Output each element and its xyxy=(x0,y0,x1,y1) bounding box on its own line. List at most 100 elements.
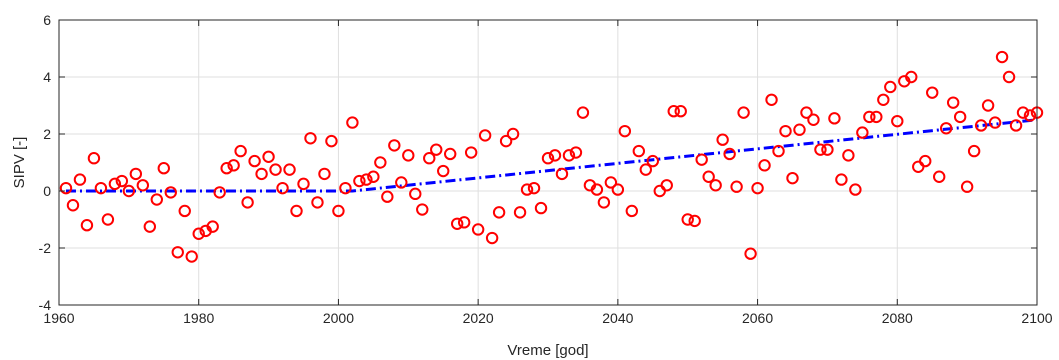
data-point xyxy=(185,250,198,263)
data-point xyxy=(611,183,625,196)
data-point xyxy=(87,152,101,165)
data-point xyxy=(276,181,289,195)
x-tick-label: 1960 xyxy=(43,310,74,326)
data-point xyxy=(988,116,1002,129)
data-point xyxy=(492,206,506,219)
data-point xyxy=(793,123,806,136)
data-point xyxy=(157,162,170,175)
data-point xyxy=(255,167,268,181)
data-point xyxy=(220,162,233,175)
data-point xyxy=(548,149,562,162)
data-point xyxy=(423,152,436,165)
data-point xyxy=(569,146,583,159)
data-point xyxy=(646,154,659,168)
data-point xyxy=(318,167,331,181)
data-point xyxy=(471,223,485,236)
data-point xyxy=(136,179,150,192)
data-point xyxy=(939,122,953,135)
data-point xyxy=(66,199,80,212)
data-point xyxy=(527,181,541,195)
data-point xyxy=(828,112,841,125)
data-point xyxy=(178,204,191,218)
data-point xyxy=(856,126,869,139)
data-point xyxy=(751,181,764,195)
y-tick-label: 2 xyxy=(43,126,51,142)
data-point xyxy=(576,106,590,119)
x-tick-label: 2060 xyxy=(742,310,773,326)
data-point xyxy=(632,144,646,158)
data-point xyxy=(395,176,408,189)
data-point xyxy=(863,110,876,124)
x-tick-label: 2020 xyxy=(463,310,494,326)
data-point xyxy=(960,180,974,193)
data-point xyxy=(437,164,450,178)
data-point xyxy=(1002,70,1016,84)
data-point xyxy=(129,167,143,181)
data-point xyxy=(506,127,520,141)
data-point xyxy=(416,203,429,216)
data-point xyxy=(891,114,904,128)
data-point xyxy=(1009,119,1023,132)
y-tick-label: 6 xyxy=(43,12,51,28)
data-point xyxy=(520,183,534,196)
data-point xyxy=(339,181,352,195)
data-point xyxy=(562,149,576,162)
data-point xyxy=(450,217,464,230)
data-point xyxy=(388,139,401,152)
data-point xyxy=(513,206,527,219)
data-point xyxy=(695,153,708,166)
data-point xyxy=(227,159,240,172)
data-point xyxy=(737,106,750,119)
data-point xyxy=(667,105,680,118)
data-point xyxy=(108,177,122,191)
data-point xyxy=(555,167,569,181)
data-point xyxy=(325,134,338,148)
data-point xyxy=(430,143,443,156)
data-point xyxy=(814,143,827,156)
data-point xyxy=(262,150,275,164)
y-tick-label: -4 xyxy=(39,297,52,313)
data-point xyxy=(115,174,129,188)
data-point xyxy=(164,186,177,199)
data-point xyxy=(94,181,108,195)
data-point xyxy=(674,105,687,118)
data-point xyxy=(639,163,652,176)
data-point xyxy=(870,110,883,124)
data-point xyxy=(360,173,373,186)
x-tick-label: 2100 xyxy=(1021,310,1052,326)
data-point xyxy=(926,86,939,99)
data-point xyxy=(681,213,694,226)
data-point xyxy=(402,149,415,162)
data-point xyxy=(80,219,94,232)
data-point xyxy=(311,196,324,209)
data-point xyxy=(171,246,184,259)
data-point xyxy=(800,106,813,119)
data-point xyxy=(779,124,792,138)
data-point xyxy=(478,129,492,142)
data-point xyxy=(213,186,226,199)
trend-line-group xyxy=(65,118,1038,193)
data-point xyxy=(946,96,960,109)
data-point xyxy=(835,173,848,186)
data-point xyxy=(332,204,345,218)
x-tick-label: 1980 xyxy=(183,310,214,326)
data-point xyxy=(709,179,722,192)
data-point xyxy=(1023,109,1037,122)
data-point xyxy=(283,163,296,176)
data-point xyxy=(485,231,499,245)
data-point xyxy=(807,113,820,126)
data-point xyxy=(604,176,618,189)
data-point xyxy=(716,133,729,146)
data-point xyxy=(744,247,757,260)
data-point xyxy=(702,170,715,183)
data-point xyxy=(59,181,73,195)
data-point xyxy=(842,149,855,162)
data-point xyxy=(786,171,799,185)
data-point xyxy=(541,152,555,165)
data-point xyxy=(590,183,604,196)
y-tick-label: 4 xyxy=(43,69,51,85)
y-axis-label: SIPV [-] xyxy=(11,137,28,189)
data-point xyxy=(877,93,890,107)
data-point xyxy=(981,99,995,112)
